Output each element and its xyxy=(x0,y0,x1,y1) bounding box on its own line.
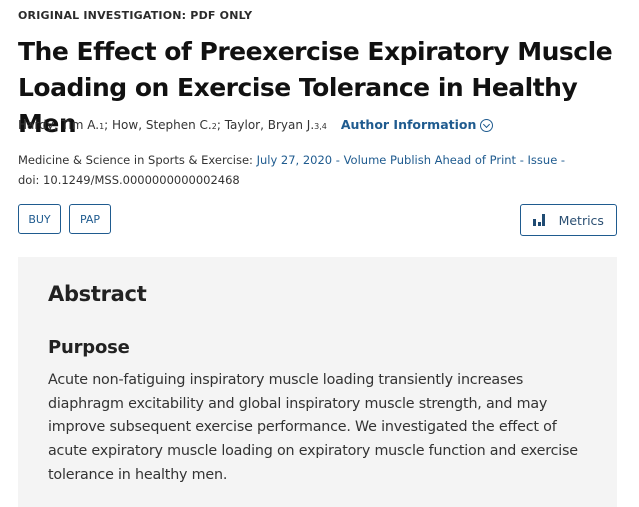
author-affiliation-sup: 2 xyxy=(211,122,217,131)
bar-chart-icon xyxy=(533,214,547,226)
pap-button[interactable]: PAP xyxy=(69,204,111,234)
metrics-label: Metrics xyxy=(558,212,604,228)
author-separator: ; xyxy=(104,118,113,132)
purpose-heading: Purpose xyxy=(48,337,130,358)
author-affiliation-sup: 3,4 xyxy=(314,122,327,131)
journal-name: Medicine & Science in Sports & Exercise: xyxy=(18,153,253,167)
author-separator: ; xyxy=(216,118,225,132)
abstract-section: Abstract Purpose Acute non-fatiguing ins… xyxy=(18,257,617,507)
doi: doi: 10.1249/MSS.0000000000002468 xyxy=(18,173,240,187)
author-how[interactable]: How, Stephen C. xyxy=(112,118,212,132)
article-type-label: ORIGINAL INVESTIGATION: PDF ONLY xyxy=(18,9,253,22)
author-taylor[interactable]: Taylor, Bryan J. xyxy=(224,118,315,132)
abstract-purpose-text: Acute non-fatiguing inspiratory muscle l… xyxy=(48,372,578,483)
metrics-button[interactable]: Metrics xyxy=(520,204,617,236)
chevron-down-circle-icon xyxy=(480,119,494,132)
author-affiliation-sup: 1 xyxy=(99,122,105,131)
abstract-heading: Abstract xyxy=(48,282,147,306)
author-information-toggle[interactable]: Author Information xyxy=(341,117,494,132)
author-list: Hardy, Tim A. 1; How, Stephen C. 2; Taylor… xyxy=(18,117,494,132)
author-hardy[interactable]: Hardy, Tim A. xyxy=(18,118,100,132)
citation-block: Medicine & Science in Sports & Exercise:… xyxy=(18,150,618,190)
issue-link[interactable]: July 27, 2020 - Volume Publish Ahead of … xyxy=(256,153,566,167)
article-title: The Effect of Preexercise Expiratory Mus… xyxy=(18,37,613,138)
buy-button[interactable]: BUY xyxy=(18,204,61,234)
author-information-label: Author Information xyxy=(340,117,477,132)
